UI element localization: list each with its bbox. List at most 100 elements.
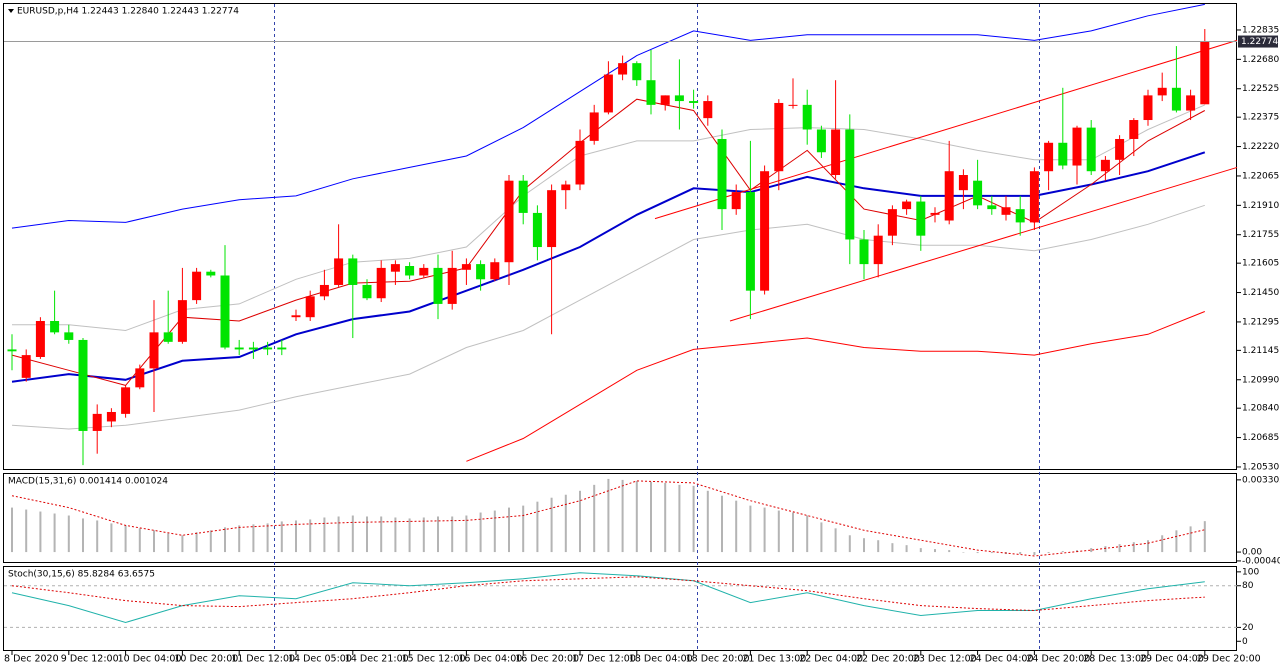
y-tick-label: 1.20990 [1242,375,1279,385]
candle-body [461,264,471,270]
macd-bar [153,530,155,553]
candle-body [1044,142,1054,172]
chart-title: EURUSD,p,H4 1.22443 1.22840 1.22443 1.22… [17,7,239,17]
menu-arrow-icon[interactable] [8,9,14,13]
x-tick-label: 22 Dec 04:00 [799,654,863,665]
macd-bar [224,527,226,553]
candle-body [618,63,628,75]
candle-body [376,267,386,299]
candle-body [305,296,315,318]
candle-body [816,129,826,153]
macd-bar [806,515,809,553]
macd-bar [408,518,411,553]
candle-body [390,264,400,272]
candle-body [561,184,571,191]
y-tick-label: 0 [1242,637,1248,647]
macd-bar [394,517,397,553]
macd-bar [664,482,667,553]
macd-bar [25,509,28,553]
candle-body [1001,207,1011,215]
price-panel-frame [3,3,1237,470]
x-tick-label: 16 Dec 20:00 [515,654,579,665]
candle-body [1086,127,1096,172]
candle-body [21,355,31,378]
macd-bar [749,505,752,553]
x-tick-label: 23 Dec 12:00 [913,654,977,665]
candle-body [206,271,216,276]
macd-bar [1118,544,1121,553]
candle-body [1157,87,1167,96]
x-tick-label: 24 Dec 20:00 [1026,654,1090,665]
candle-body [944,171,954,221]
y-tick-label: 1.20840 [1242,404,1279,414]
macd-bar [380,516,383,553]
macd-bar [792,512,794,553]
candle-body [958,175,968,191]
macd-bar [422,517,425,553]
macd-bar [337,516,340,553]
candle-body [490,262,500,280]
candle-body [476,264,486,280]
candle-body [447,267,457,304]
candle-body [35,320,45,358]
candle-body [334,258,344,285]
macd-bar [948,550,951,553]
candle-body [689,101,699,103]
macd-bar [891,543,894,553]
macd-bar [877,540,880,553]
y-tick-label: 0.00 [1242,548,1262,558]
indicator-line [11,576,1205,612]
x-tick-label: 10 Dec 20:00 [174,654,238,665]
y-tick-label: 1.22375 [1242,113,1279,123]
macd-bar [508,507,510,553]
macd-bar [607,478,610,553]
y-tick-label: 1.21755 [1242,230,1279,240]
macd-bar [564,494,567,553]
y-tick-label: 20 [1242,623,1254,633]
macd-bar [195,532,198,553]
macd-bar [96,520,99,553]
macd-bar [706,490,709,553]
candle-body [405,266,415,276]
candle-body [362,284,372,299]
macd-bar [1203,521,1206,553]
stoch-title: Stoch(30,15,6) 85.8284 63.6575 [8,570,155,580]
macd-bar [735,500,738,553]
macd-bar [451,516,454,553]
candle-body [646,80,656,105]
candle-body [987,205,997,210]
macd-bar [181,535,184,553]
candle-body [973,180,983,206]
indicator-line [466,311,1205,462]
macd-bar [67,515,70,553]
candle-body [433,267,443,304]
y-tick-label: 1.21450 [1242,288,1279,298]
indicator-line [11,204,1205,430]
macd-bar [905,545,908,553]
indicator-line [12,104,1205,332]
current-price-label: 1.22774 [1241,37,1278,47]
macd-bar [39,511,42,553]
candle-body [1072,127,1082,166]
macd-bar [820,522,823,553]
candle-body [319,284,329,297]
candle-body [248,347,258,350]
macd-bar [138,528,141,553]
candle-body [1129,120,1139,139]
y-tick-label: 1.22835 [1242,25,1279,35]
y-tick-label: 1.21910 [1242,201,1279,211]
macd-bar [110,523,113,553]
candle-body [220,275,230,348]
macd-bar [962,552,965,553]
macd-bar [1019,552,1022,555]
x-tick-label: 15 Dec 12:00 [402,654,466,665]
candle-body [532,212,542,248]
x-tick-label: 18 Dec 04:00 [629,654,693,665]
macd-bar [82,518,84,553]
macd-bar [990,552,993,554]
macd-bar [167,533,170,553]
candle-body [1186,95,1196,111]
candle-body [149,332,159,369]
macd-bar [1090,548,1093,553]
candle-body [603,74,613,113]
